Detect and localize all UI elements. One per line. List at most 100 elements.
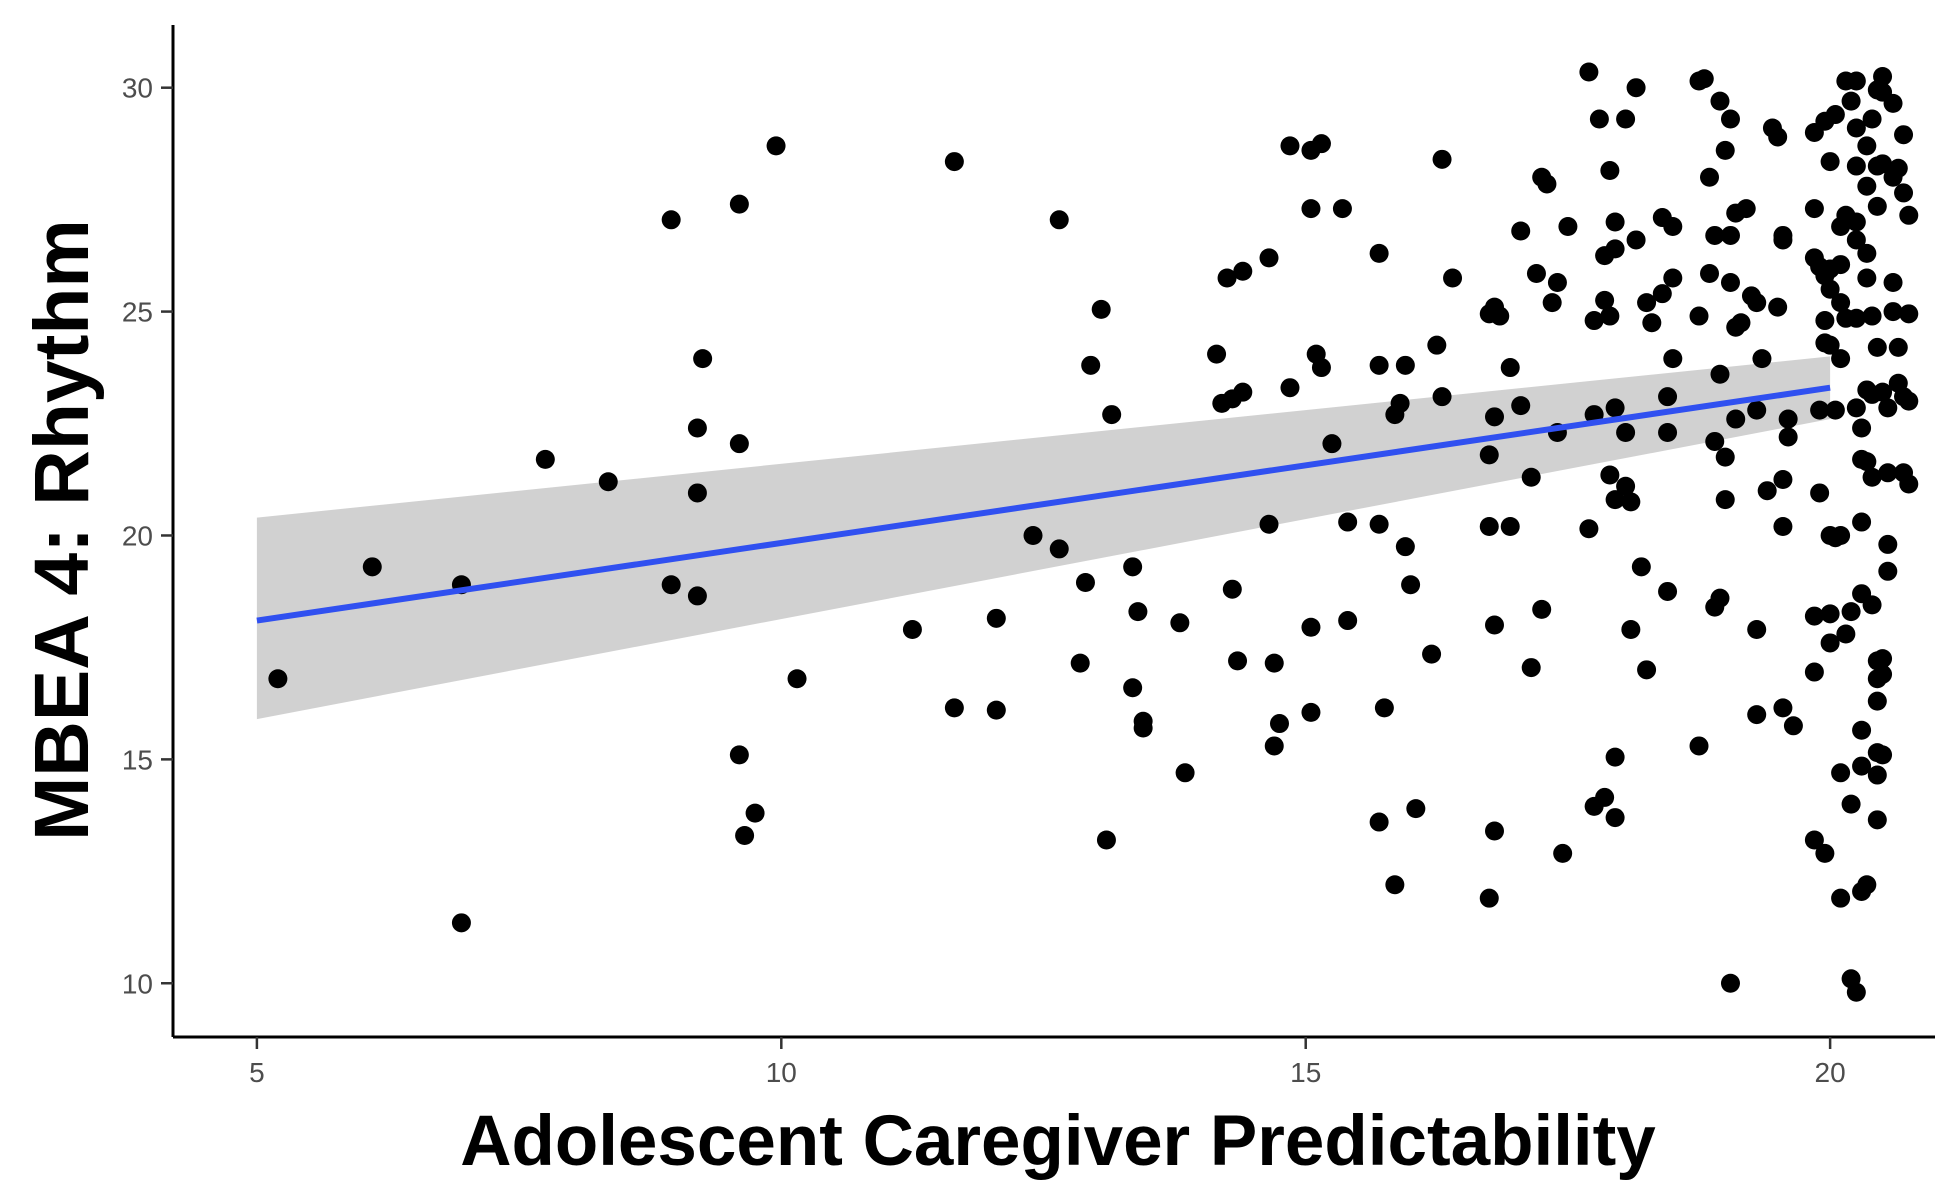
data-point <box>693 349 713 369</box>
data-point <box>1558 217 1578 237</box>
data-point <box>1600 465 1620 485</box>
data-point <box>986 608 1006 628</box>
data-point <box>1815 311 1835 331</box>
data-point <box>1605 212 1625 232</box>
data-point <box>1873 745 1893 765</box>
data-point <box>1873 664 1893 684</box>
data-point <box>1778 427 1798 447</box>
data-point <box>1406 799 1426 819</box>
data-point <box>1542 293 1562 313</box>
data-point <box>1867 337 1887 357</box>
data-point <box>1710 364 1730 384</box>
data-point <box>1841 602 1861 622</box>
data-point <box>1810 400 1830 420</box>
data-point <box>1720 225 1740 245</box>
data-point <box>1222 579 1242 599</box>
data-point <box>1773 230 1793 250</box>
data-point <box>1867 691 1887 711</box>
data-point <box>661 210 681 230</box>
data-point <box>1873 649 1893 669</box>
data-point <box>1075 572 1095 592</box>
data-point <box>1899 474 1919 494</box>
data-point <box>1070 653 1090 673</box>
data-point <box>1595 290 1615 310</box>
data-point <box>1511 396 1531 416</box>
data-point <box>1773 698 1793 718</box>
data-point <box>1700 264 1720 284</box>
data-point <box>1831 525 1851 545</box>
data-point <box>1820 279 1840 299</box>
x-tick-label: 10 <box>766 1057 797 1088</box>
data-point <box>729 434 749 454</box>
data-points-layer <box>268 62 1919 1002</box>
data-point <box>1133 718 1153 738</box>
x-tick-label: 20 <box>1815 1057 1846 1088</box>
data-point <box>1369 514 1389 534</box>
data-point <box>1873 382 1893 402</box>
data-point <box>1820 335 1840 355</box>
data-point <box>787 669 807 689</box>
data-point <box>1820 633 1840 653</box>
data-point <box>1867 765 1887 785</box>
data-point <box>1579 62 1599 82</box>
data-point <box>1852 512 1872 532</box>
data-point <box>1269 714 1289 734</box>
data-point <box>1443 268 1463 288</box>
data-point <box>1747 400 1767 420</box>
data-point <box>1831 293 1851 313</box>
data-point <box>1815 843 1835 863</box>
data-point <box>1175 763 1195 783</box>
data-point <box>1584 796 1604 816</box>
data-point <box>1485 615 1504 635</box>
axes-layer: 5 10 15 20 10 15 20 25 30 <box>122 25 1935 1088</box>
data-point <box>1846 982 1866 1002</box>
data-point <box>1479 888 1499 908</box>
data-point <box>1631 557 1651 577</box>
data-point <box>1280 136 1300 156</box>
data-point <box>362 557 382 577</box>
data-point <box>1663 217 1683 237</box>
data-point <box>1841 794 1861 814</box>
data-point <box>1374 698 1394 718</box>
data-point <box>1689 306 1709 326</box>
data-point <box>1873 66 1893 86</box>
x-axis-title: Adolescent Caregiver Predictability <box>460 1102 1656 1181</box>
data-point <box>1710 91 1730 111</box>
data-point <box>687 418 707 438</box>
data-point <box>1401 575 1421 595</box>
data-point <box>1894 183 1914 203</box>
y-tick-label: 30 <box>122 73 153 104</box>
data-point <box>1332 199 1352 219</box>
data-point <box>902 620 922 640</box>
data-point <box>1899 205 1919 225</box>
data-point <box>1862 306 1882 326</box>
data-point <box>1500 517 1520 537</box>
data-point <box>1862 109 1882 129</box>
data-point <box>1694 69 1714 89</box>
data-point <box>1846 308 1866 328</box>
data-point <box>1883 272 1903 292</box>
data-point <box>687 586 707 606</box>
data-point <box>735 825 755 845</box>
data-point <box>1689 736 1709 756</box>
data-point <box>1605 747 1625 767</box>
data-point <box>1852 418 1872 438</box>
data-point <box>1705 225 1725 245</box>
data-point <box>1600 306 1620 326</box>
x-tick-label: 15 <box>1290 1057 1321 1088</box>
y-tick-label: 10 <box>122 968 153 999</box>
data-point <box>1752 349 1772 369</box>
data-point <box>1589 109 1609 129</box>
data-point <box>986 700 1006 720</box>
data-point <box>1857 452 1877 472</box>
data-point <box>1773 470 1793 490</box>
y-tick-label: 25 <box>122 297 153 328</box>
data-point <box>1715 140 1735 160</box>
data-point <box>1338 611 1358 631</box>
data-point <box>1726 409 1746 429</box>
data-point <box>1207 344 1227 364</box>
data-point <box>1773 517 1793 537</box>
data-point <box>1873 154 1893 174</box>
data-point <box>1852 720 1872 740</box>
